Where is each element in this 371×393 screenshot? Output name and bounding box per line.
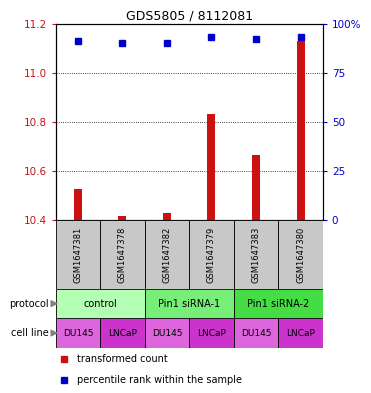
Bar (145, 318, 189, 348)
Title: GDS5805 / 8112081: GDS5805 / 8112081 (126, 9, 253, 22)
Bar (163, 213, 171, 220)
Bar (145, 289, 234, 318)
Bar (207, 114, 216, 220)
Bar (100, 318, 145, 348)
Bar (234, 220, 278, 289)
Bar (189, 318, 234, 348)
Bar (278, 220, 323, 289)
Text: LNCaP: LNCaP (108, 329, 137, 338)
Text: transformed count: transformed count (77, 354, 168, 364)
Bar (252, 155, 260, 220)
Text: GSM1647380: GSM1647380 (296, 226, 305, 283)
Bar (74, 189, 82, 220)
Bar (278, 318, 323, 348)
Text: Pin1 siRNA-2: Pin1 siRNA-2 (247, 299, 309, 309)
Bar (234, 318, 278, 348)
Bar (118, 217, 127, 220)
Bar (189, 220, 234, 289)
Text: GSM1647381: GSM1647381 (73, 226, 82, 283)
Text: protocol: protocol (9, 299, 49, 309)
Bar (145, 220, 189, 289)
Bar (296, 41, 305, 220)
Bar (56, 318, 100, 348)
Text: control: control (83, 299, 117, 309)
Text: GSM1647378: GSM1647378 (118, 226, 127, 283)
Text: LNCaP: LNCaP (197, 329, 226, 338)
Text: GSM1647383: GSM1647383 (252, 226, 260, 283)
Text: percentile rank within the sample: percentile rank within the sample (77, 375, 242, 385)
Text: GSM1647382: GSM1647382 (162, 226, 171, 283)
Text: cell line: cell line (11, 328, 49, 338)
Text: DU145: DU145 (152, 329, 182, 338)
Bar (56, 220, 100, 289)
Text: DU145: DU145 (63, 329, 93, 338)
Bar (234, 289, 323, 318)
Text: Pin1 siRNA-1: Pin1 siRNA-1 (158, 299, 220, 309)
Bar (56, 289, 145, 318)
Text: DU145: DU145 (241, 329, 271, 338)
Text: GSM1647379: GSM1647379 (207, 226, 216, 283)
Text: LNCaP: LNCaP (286, 329, 315, 338)
Bar (100, 220, 145, 289)
